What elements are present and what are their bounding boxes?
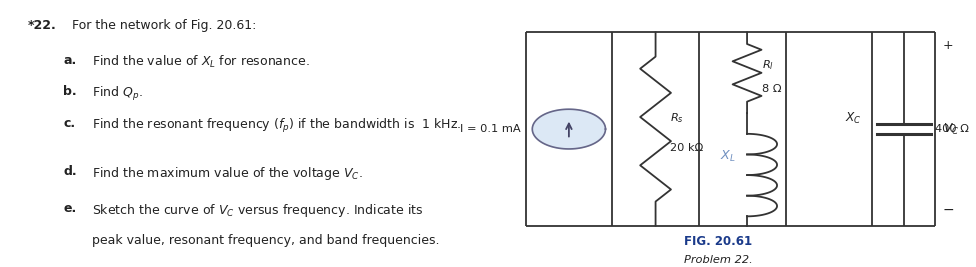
Text: 400 Ω: 400 Ω — [935, 124, 969, 134]
Text: Problem 22.: Problem 22. — [684, 255, 752, 265]
Text: 8 Ω: 8 Ω — [761, 84, 781, 94]
Text: +: + — [943, 39, 954, 52]
Text: Find the maximum value of the voltage $V_C$.: Find the maximum value of the voltage $V… — [92, 165, 363, 182]
Text: *22.: *22. — [27, 19, 57, 32]
Text: c.: c. — [63, 117, 75, 130]
Text: e.: e. — [63, 202, 76, 215]
Text: I = 0.1 mA: I = 0.1 mA — [460, 124, 521, 134]
Text: b.: b. — [63, 85, 77, 99]
Text: Sketch the curve of $V_C$ versus frequency. Indicate its: Sketch the curve of $V_C$ versus frequen… — [92, 202, 424, 219]
Polygon shape — [532, 109, 605, 149]
Text: d.: d. — [63, 165, 77, 178]
Text: peak value, resonant frequency, and band frequencies.: peak value, resonant frequency, and band… — [92, 234, 439, 247]
Text: $R_s$: $R_s$ — [670, 112, 684, 125]
Text: For the network of Fig. 20.61:: For the network of Fig. 20.61: — [64, 19, 257, 32]
Text: FIG. 20.61: FIG. 20.61 — [684, 235, 752, 248]
Text: $V_C$: $V_C$ — [943, 121, 958, 137]
Text: 20 kΩ: 20 kΩ — [670, 143, 704, 153]
Text: −: − — [943, 203, 955, 217]
Text: $X_C$: $X_C$ — [845, 111, 862, 126]
Text: $X_L$: $X_L$ — [719, 149, 736, 164]
Text: Find $Q_p$.: Find $Q_p$. — [92, 85, 143, 103]
Text: $R_l$: $R_l$ — [761, 58, 774, 72]
Text: a.: a. — [63, 54, 76, 67]
Text: Find the value of $X_L$ for resonance.: Find the value of $X_L$ for resonance. — [92, 54, 310, 70]
Text: Find the resonant frequency ($f_p$) if the bandwidth is  1 kHz.: Find the resonant frequency ($f_p$) if t… — [92, 117, 462, 135]
